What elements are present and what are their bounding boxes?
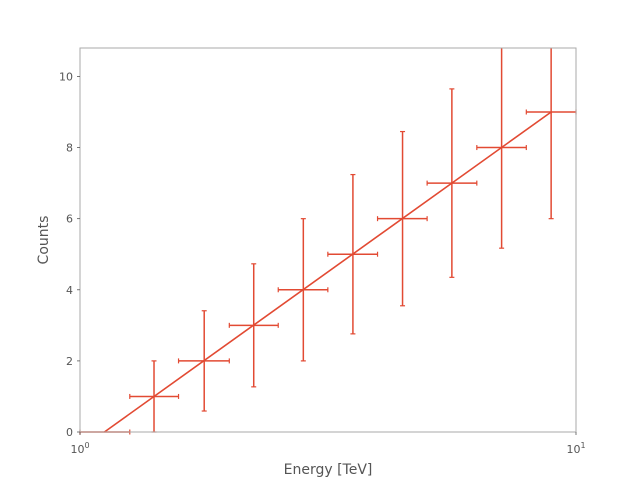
- y-tick-label: 4: [66, 284, 73, 297]
- data-point-5: [277, 218, 329, 362]
- x-axis-label: Energy [TeV]: [284, 462, 373, 478]
- data-point-9: [476, 48, 527, 249]
- chart-marks: [79, 48, 577, 435]
- plot-background: [80, 48, 576, 432]
- x-tick-label: 100: [70, 441, 89, 456]
- fit-line: [103, 111, 552, 433]
- y-axis-label: Counts: [36, 216, 52, 265]
- x-tick-exponent: 0: [84, 441, 89, 450]
- plot-frame: [79, 47, 577, 433]
- data-point-4: [228, 263, 279, 388]
- data-point-8: [426, 88, 478, 278]
- y-tick-label: 0: [66, 426, 73, 439]
- x-tick-base: 10: [70, 443, 84, 456]
- y-tick-label: 2: [66, 355, 73, 368]
- y-axis: 0 2 4 6 8 10: [59, 70, 80, 439]
- y-tick-label: 8: [66, 142, 73, 155]
- data-point-6: [327, 173, 379, 335]
- x-axis: 100 101: [70, 432, 586, 456]
- data-point-3: [177, 310, 230, 412]
- y-tick-label: 6: [66, 213, 73, 226]
- x-tick-exponent: 1: [580, 441, 585, 450]
- x-tick-base: 10: [566, 443, 580, 456]
- data-point-7: [376, 130, 428, 307]
- x-tick-label: 101: [566, 441, 585, 456]
- y-tick-label: 10: [59, 70, 73, 83]
